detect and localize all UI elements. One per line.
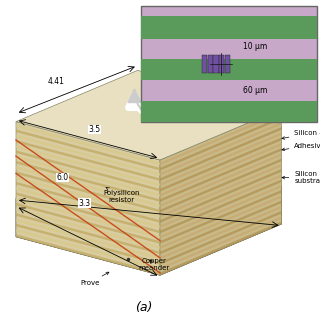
Text: (a): (a) (135, 300, 153, 314)
Polygon shape (160, 221, 282, 275)
Polygon shape (160, 143, 282, 197)
FancyBboxPatch shape (208, 55, 213, 73)
Polygon shape (160, 195, 282, 249)
FancyBboxPatch shape (213, 55, 219, 73)
Polygon shape (160, 180, 282, 233)
FancyBboxPatch shape (219, 55, 224, 73)
Polygon shape (160, 169, 282, 223)
Text: 3.3: 3.3 (79, 199, 91, 208)
Text: 4.41: 4.41 (48, 77, 64, 86)
FancyArrowPatch shape (129, 95, 152, 119)
Polygon shape (16, 177, 160, 218)
Polygon shape (16, 203, 160, 244)
Polygon shape (160, 200, 282, 254)
Text: Prove: Prove (80, 272, 109, 286)
Polygon shape (16, 224, 160, 265)
Polygon shape (16, 192, 160, 233)
Polygon shape (16, 229, 160, 270)
FancyBboxPatch shape (141, 6, 317, 122)
Text: 3.5: 3.5 (88, 125, 100, 134)
FancyBboxPatch shape (141, 60, 317, 80)
Polygon shape (16, 141, 282, 275)
Polygon shape (16, 182, 160, 223)
FancyBboxPatch shape (141, 101, 317, 122)
Text: 6.0: 6.0 (56, 173, 68, 182)
Polygon shape (16, 145, 160, 186)
Polygon shape (160, 109, 282, 275)
Polygon shape (160, 148, 282, 202)
Polygon shape (160, 132, 282, 186)
Polygon shape (16, 213, 160, 254)
Text: Silicon
substrate: Silicon substrate (282, 171, 320, 184)
Polygon shape (160, 158, 282, 212)
Polygon shape (160, 216, 282, 270)
Polygon shape (160, 211, 282, 265)
Polygon shape (16, 156, 160, 197)
Text: Silicon —: Silicon — (282, 130, 320, 139)
Polygon shape (16, 135, 160, 176)
Polygon shape (160, 127, 282, 181)
FancyArrowPatch shape (128, 90, 152, 119)
Polygon shape (160, 153, 282, 207)
FancyBboxPatch shape (141, 16, 317, 39)
Text: 60 μm: 60 μm (243, 86, 268, 95)
Text: 10 μm: 10 μm (243, 42, 267, 51)
Polygon shape (160, 117, 282, 171)
Polygon shape (16, 187, 160, 228)
Text: Adhesiv: Adhesiv (282, 143, 320, 151)
Polygon shape (16, 166, 160, 207)
Polygon shape (16, 150, 160, 191)
Polygon shape (16, 208, 160, 249)
Polygon shape (16, 219, 160, 260)
Polygon shape (16, 130, 160, 171)
Polygon shape (96, 245, 160, 274)
Polygon shape (160, 185, 282, 238)
Polygon shape (16, 122, 160, 275)
Polygon shape (16, 234, 160, 275)
Polygon shape (16, 161, 160, 202)
Polygon shape (16, 197, 160, 238)
Polygon shape (16, 171, 160, 212)
Polygon shape (160, 190, 282, 244)
Polygon shape (160, 174, 282, 228)
Text: Polysilicon
resistor: Polysilicon resistor (103, 188, 140, 203)
Polygon shape (16, 124, 160, 165)
Polygon shape (16, 70, 282, 160)
Polygon shape (160, 164, 282, 218)
Polygon shape (160, 111, 282, 165)
Polygon shape (160, 206, 282, 260)
Text: Copper
meander: Copper meander (138, 258, 169, 270)
FancyBboxPatch shape (202, 55, 207, 73)
Polygon shape (160, 122, 282, 176)
Polygon shape (160, 138, 282, 191)
Polygon shape (16, 140, 160, 181)
FancyBboxPatch shape (225, 55, 230, 73)
